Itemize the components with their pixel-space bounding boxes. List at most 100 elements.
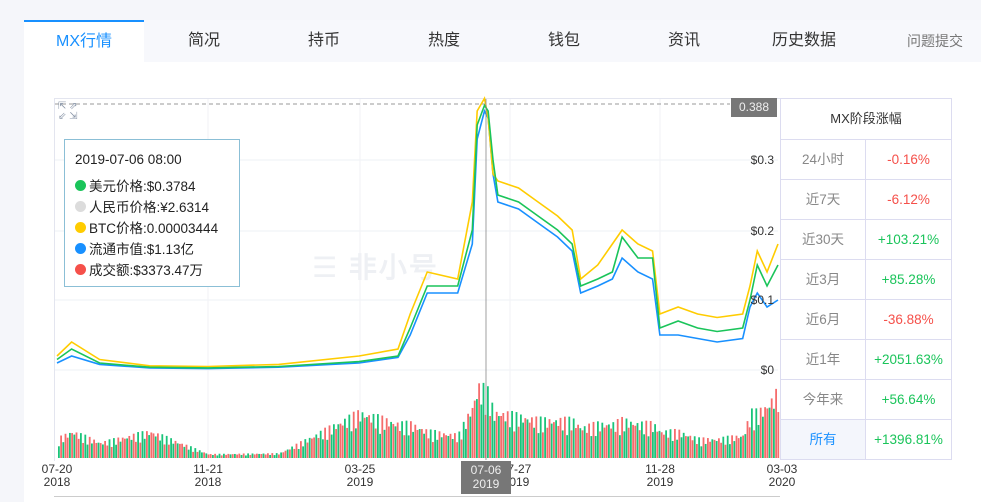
volume-bar xyxy=(275,453,278,458)
period-label[interactable]: 近30天 xyxy=(781,220,866,259)
period-label[interactable]: 所有 xyxy=(781,420,866,459)
volume-bar xyxy=(520,414,522,458)
volume-bar xyxy=(610,428,612,458)
table-row[interactable]: 近7天 -6.12% xyxy=(781,180,951,220)
tab-holders[interactable]: 持币 xyxy=(307,32,340,49)
gray-dot-icon xyxy=(75,200,86,212)
table-row[interactable]: 今年来 +56.64% xyxy=(781,380,951,420)
table-row[interactable]: 所有 +1396.81% xyxy=(781,420,951,459)
volume-bar xyxy=(460,439,463,458)
volume-bar xyxy=(245,455,247,458)
volume-bar xyxy=(361,412,364,458)
volume-bar xyxy=(454,433,456,458)
volume-bar xyxy=(561,430,564,458)
volume-bar xyxy=(682,432,685,458)
range-slider[interactable] xyxy=(54,496,780,503)
volume-bar xyxy=(60,435,62,458)
period-label[interactable]: 近6月 xyxy=(781,300,866,339)
volume-bar xyxy=(740,436,742,458)
volume-bar xyxy=(575,428,577,458)
table-row[interactable]: 近6月 -36.88% xyxy=(781,300,951,340)
table-title: MX阶段涨幅 xyxy=(781,99,951,140)
volume-bar xyxy=(352,411,355,458)
volume-bar xyxy=(227,453,230,458)
tab-overview[interactable]: 简况 xyxy=(187,32,220,49)
volume-bar xyxy=(491,402,494,458)
x-tick-date: 07-20 xyxy=(41,462,73,476)
volume-bar xyxy=(260,454,263,458)
volume-bar xyxy=(533,427,535,458)
volume-bar xyxy=(630,421,632,458)
tab-history[interactable]: 历史数据 xyxy=(771,32,836,49)
volume-bar xyxy=(385,418,388,458)
volume-bar xyxy=(170,438,172,458)
volume-bar xyxy=(308,437,311,458)
x-tick-year: 2020 xyxy=(768,475,796,489)
volume-bar xyxy=(733,441,736,458)
volume-bar xyxy=(744,434,747,458)
volume-bar xyxy=(689,435,692,458)
tooltip-text: 美元价格:$0.3784 xyxy=(89,179,196,194)
volume-bar xyxy=(194,448,197,458)
tab-wallet[interactable]: 钱包 xyxy=(547,32,580,49)
volume-bar xyxy=(198,450,201,458)
volume-bar xyxy=(154,436,157,458)
volume-bar xyxy=(588,423,590,458)
volume-bar xyxy=(506,411,509,458)
volume-bar xyxy=(372,413,375,458)
volume-bar xyxy=(187,449,190,458)
y-tick-label: $0.1 xyxy=(750,293,774,307)
x-tick-year: 2018 xyxy=(194,475,222,489)
tooltip-market-cap: 流通市值:$1.13亿 xyxy=(75,238,194,258)
table-row[interactable]: 近3月 +85.28% xyxy=(781,260,951,300)
tooltip-text: BTC价格:0.00003444 xyxy=(89,221,219,236)
volume-bar xyxy=(566,435,568,458)
volume-bar xyxy=(93,439,95,458)
volume-bar xyxy=(348,414,351,458)
volume-bar xyxy=(594,436,597,458)
tab-feedback[interactable]: 问题提交 xyxy=(907,33,963,49)
table-row[interactable]: 近30天 +103.21% xyxy=(781,220,951,260)
volume-bar xyxy=(676,439,678,458)
volume-bar xyxy=(300,441,302,458)
volume-bar xyxy=(663,434,665,458)
table-row[interactable]: 24小时 -0.16% xyxy=(781,140,951,180)
x-tick-year: 2018 xyxy=(43,475,71,489)
period-label[interactable]: 今年来 xyxy=(781,380,866,419)
period-change: +1396.81% xyxy=(874,432,943,447)
volume-bar xyxy=(405,420,408,458)
volume-bar xyxy=(77,438,80,458)
volume-bar xyxy=(586,432,588,458)
volume-bar xyxy=(572,418,575,458)
volume-bar xyxy=(273,455,276,458)
volume-bar xyxy=(73,434,76,458)
volume-bar xyxy=(473,400,476,458)
tab-news[interactable]: 资讯 xyxy=(667,32,700,49)
tab-mx-market[interactable]: MX行情 xyxy=(24,20,144,62)
volume-bar xyxy=(432,442,434,458)
period-label[interactable]: 近3月 xyxy=(781,260,866,299)
period-label[interactable]: 近1年 xyxy=(781,340,866,379)
volume-bar xyxy=(357,410,359,458)
volume-bar xyxy=(104,440,106,458)
volume-bar xyxy=(570,430,573,458)
volume-bar xyxy=(524,418,527,458)
x-tick-label: 03-03 2020 xyxy=(752,463,812,489)
volume-bar xyxy=(775,388,777,458)
volume-bar xyxy=(726,435,729,458)
period-label[interactable]: 24小时 xyxy=(781,140,866,179)
volume-bar xyxy=(590,436,593,458)
volume-bar xyxy=(634,425,637,458)
tab-popularity[interactable]: 热度 xyxy=(427,32,460,49)
volume-bar xyxy=(150,432,153,458)
volume-bar xyxy=(165,435,168,458)
period-label[interactable]: 近7天 xyxy=(781,180,866,219)
volume-bar xyxy=(315,434,318,458)
table-row[interactable]: 近1年 +2051.63% xyxy=(781,340,951,380)
volume-bar xyxy=(685,436,687,458)
watermark-logo: ☰ 非小号 xyxy=(312,252,439,283)
volume-bar xyxy=(456,442,458,458)
volume-bar xyxy=(654,424,656,458)
fullscreen-icon[interactable]: ⇱ ⇗ ⇙ ⇲ xyxy=(58,101,78,122)
